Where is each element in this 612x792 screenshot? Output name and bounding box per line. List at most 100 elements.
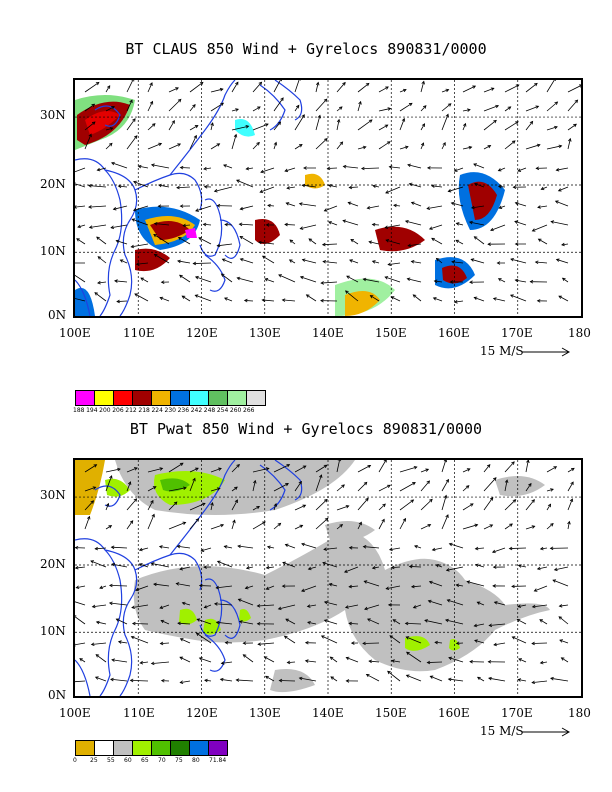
colorbar-label: 60	[124, 757, 132, 764]
wind-vector	[203, 185, 212, 189]
wind-vector	[210, 143, 221, 150]
wind-vector	[285, 618, 296, 625]
wind-vector	[237, 598, 254, 606]
wind-vector	[336, 106, 343, 112]
wind-vector	[384, 224, 401, 229]
wind-vector	[84, 133, 92, 150]
wind-vector	[84, 121, 96, 131]
wind-vector	[531, 604, 548, 609]
wind-vector	[224, 222, 233, 227]
wind-vector	[277, 604, 296, 611]
panel-title: BT Pwat 850 Wind + Gyrelocs 890831/0000	[129, 420, 483, 438]
wind-vector	[445, 566, 464, 572]
colorbar-labels: 0 25 55 60 65 70 75 80 71.84	[73, 757, 275, 767]
wind-vector	[198, 657, 212, 663]
wind-vector	[498, 205, 506, 209]
wind-vector	[539, 546, 548, 551]
wind-vector	[168, 120, 175, 131]
wind-vector	[294, 480, 302, 492]
wind-vector	[391, 659, 401, 663]
wind-vector	[336, 81, 346, 93]
wind-vector	[517, 167, 527, 172]
wind-vector	[301, 542, 317, 549]
wind-vector	[533, 585, 548, 592]
wind-vector	[405, 636, 422, 644]
wind-vector	[346, 275, 359, 283]
lon-label-140e: 140E	[312, 706, 344, 720]
wind-vector	[525, 105, 540, 112]
wind-vector	[328, 582, 338, 587]
wind-vector	[147, 499, 154, 511]
wind-vector	[242, 654, 254, 663]
wind-vector	[567, 84, 581, 93]
wind-vector	[320, 281, 338, 285]
wind-vector	[517, 678, 527, 682]
wind-vector	[216, 203, 233, 208]
wind-vector	[91, 604, 107, 609]
wind-vector	[399, 482, 416, 492]
wind-vector	[203, 565, 212, 569]
colorbar-swatch	[113, 740, 133, 756]
wind-vector	[304, 659, 317, 663]
wind-vector	[138, 547, 149, 552]
wind-vector	[483, 145, 492, 150]
wind-vector	[441, 514, 449, 530]
wind-vector	[252, 106, 261, 112]
wind-vector	[304, 640, 317, 645]
wind-vector	[282, 561, 296, 568]
wind-vector	[497, 278, 506, 283]
wind-vector	[550, 220, 569, 226]
wind-vector	[256, 604, 275, 608]
wind-vector	[446, 599, 464, 606]
wind-vector	[220, 273, 233, 283]
colorbar-label: 266	[243, 407, 255, 414]
wind-vector	[428, 580, 443, 587]
wind-vector	[518, 658, 527, 663]
wind-vector	[525, 460, 530, 473]
wind-vector	[158, 183, 170, 188]
wind-vector	[231, 108, 239, 112]
lon-label-160e: 160E	[438, 326, 470, 340]
wind-vector	[426, 205, 443, 210]
wind-vector	[399, 517, 406, 530]
wind-vector	[388, 165, 401, 169]
wind-vector	[160, 678, 170, 683]
wind-vector	[150, 562, 170, 568]
wind-vector	[299, 275, 317, 283]
wind-vector	[378, 107, 392, 112]
wind-vector	[567, 137, 572, 150]
lon-label-120e: 120E	[186, 706, 218, 720]
wind-vector	[384, 276, 401, 283]
map-canvas	[75, 460, 581, 696]
wind-vector	[553, 566, 569, 572]
wind-vector	[514, 242, 527, 246]
panel-title: BT CLAUS 850 Wind + Gyrelocs 890831/0000	[125, 40, 487, 58]
wind-vector	[406, 277, 422, 283]
wind-vector	[529, 279, 548, 284]
wind-vector	[491, 547, 506, 554]
wind-vector	[94, 546, 107, 551]
wind-vector	[552, 579, 569, 587]
wind-vector	[252, 506, 261, 511]
colorbar-label: 242	[190, 407, 203, 414]
coastline-segment	[219, 599, 241, 639]
wind-vector	[555, 167, 569, 172]
wind-vector	[546, 466, 558, 473]
coastline-segment	[134, 552, 203, 591]
colorbar-label: 25	[90, 757, 98, 764]
wind-vector	[315, 81, 320, 93]
wind-vector	[75, 298, 86, 302]
wind-vector	[493, 642, 506, 647]
wind-vector	[420, 468, 430, 473]
colorbar-swatch	[113, 390, 133, 406]
wind-vector	[378, 518, 385, 530]
wind-vector	[336, 118, 341, 131]
wind-vector	[509, 294, 527, 302]
lat-label-30n: 30N	[40, 488, 66, 502]
coastline-segment	[104, 169, 138, 316]
wind-vector	[131, 218, 149, 226]
wind-vector	[348, 185, 359, 190]
wind-vector	[216, 560, 233, 568]
wind-vector	[567, 99, 579, 112]
wind-vector	[525, 143, 541, 150]
